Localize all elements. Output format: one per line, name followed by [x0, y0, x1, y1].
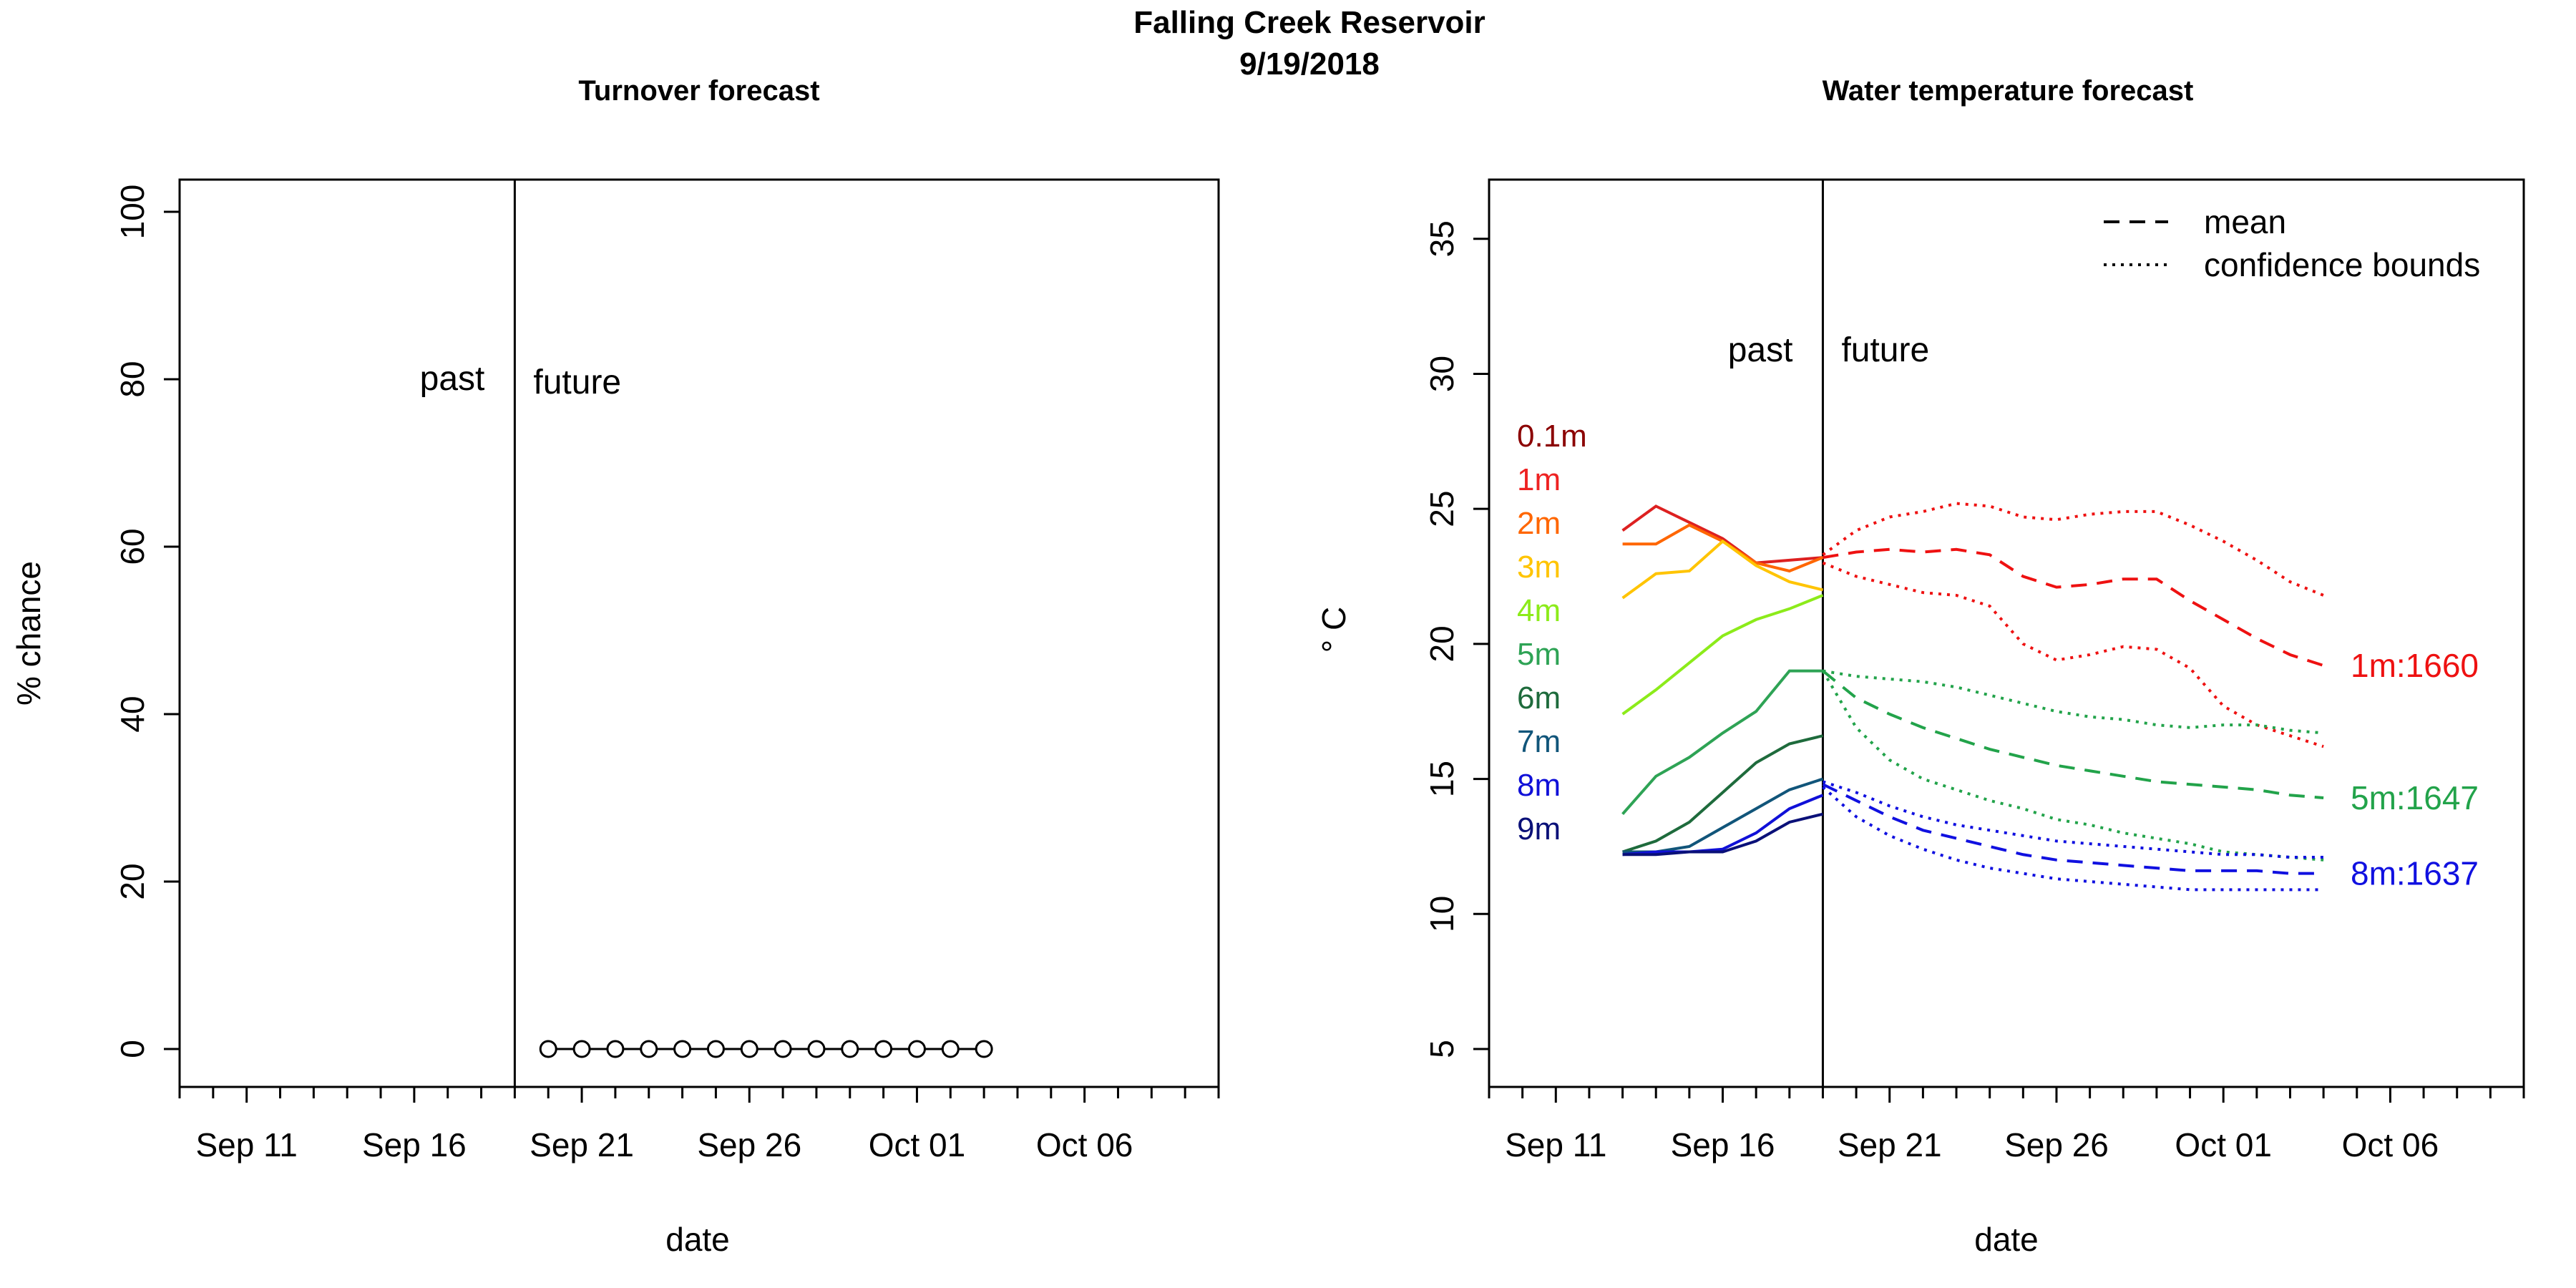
depth-label: 9m — [1517, 811, 1561, 847]
x-tick-label: Oct 06 — [1036, 1126, 1133, 1163]
observed-line-9m — [1622, 812, 1823, 857]
x-tick-label: Sep 21 — [530, 1126, 634, 1163]
y-tick-label: 40 — [114, 696, 151, 732]
data-point — [975, 1040, 993, 1058]
y-tick-label: 10 — [1423, 896, 1460, 932]
turnover-x-axis: Sep 11 Sep 16 Sep 21 Sep 26 Oct 01 Oct 06 — [178, 1087, 1220, 1163]
depth-label: 1m — [1517, 462, 1561, 497]
turnover-title: Turnover forecast — [578, 75, 819, 107]
y-tick-label: 60 — [114, 528, 151, 565]
data-point — [673, 1040, 692, 1058]
temperature-title: Water temperature forecast — [1823, 75, 2194, 107]
forecast-lower-1m — [1822, 561, 2324, 748]
data-point — [572, 1040, 591, 1058]
temperature-panel: Water temperature forecast 5 10 15 20 25 30 35… — [1315, 75, 2525, 1258]
y-tick-label: 5 — [1423, 1040, 1460, 1058]
turnover-plot-frame — [178, 178, 1220, 1088]
depth-labels: 0.1m 1m 2m 3m 4m 5m 6m 7m 8m 9m — [1517, 419, 1587, 847]
forecast-end-label-8m: 8m:1637 — [2351, 855, 2479, 892]
y-tick-label: 15 — [1423, 761, 1460, 797]
data-point — [907, 1040, 926, 1058]
forecast-mean-8m — [1822, 783, 2324, 875]
x-tick-label: Sep 21 — [1838, 1126, 1942, 1163]
x-tick-label: Sep 26 — [697, 1126, 801, 1163]
depth-label: 4m — [1517, 593, 1561, 628]
depth-label: 7m — [1517, 724, 1561, 759]
forecast-mean-5m — [1822, 670, 2324, 799]
y-tick-label: 100 — [114, 185, 151, 240]
forecast-upper-5m — [1823, 669, 2324, 735]
observed-line-6m — [1621, 734, 1823, 854]
observed-line-1m — [1621, 504, 1823, 565]
y-tick-label: 0 — [114, 1040, 151, 1058]
observed-line-2m — [1622, 523, 1824, 573]
forecast-mean-1m — [1823, 547, 2324, 667]
depth-label: 0.1m — [1517, 419, 1587, 454]
legend-mean-label: mean — [2204, 203, 2286, 240]
data-point — [640, 1040, 658, 1058]
turnover-y-axis: 0 20 40 60 80 100 — [114, 185, 180, 1058]
y-tick-label: 80 — [114, 361, 151, 397]
data-point — [874, 1040, 893, 1058]
depth-label: 8m — [1517, 768, 1561, 803]
x-tick-label: Sep 11 — [195, 1126, 297, 1163]
depth-label: 2m — [1517, 506, 1561, 541]
forecast-upper-8m — [1822, 780, 2324, 859]
data-point — [807, 1040, 826, 1058]
forecast-lower-5m — [1821, 670, 2324, 862]
depth-label: 3m — [1517, 550, 1561, 585]
observed-temperature-lines — [1621, 504, 1824, 857]
temperature-y-axis: 5 10 15 20 25 30 35 — [1423, 220, 1489, 1058]
y-tick-label: 20 — [114, 863, 151, 899]
x-tick-label: Oct 06 — [2342, 1126, 2439, 1163]
legend-confidence-label: confidence bounds — [2204, 246, 2480, 283]
forecast-upper-1m — [1822, 502, 2324, 597]
data-point — [941, 1040, 960, 1058]
y-tick-label: 30 — [1423, 356, 1460, 392]
temperature-x-label: date — [1974, 1221, 2039, 1258]
observed-line-8m — [1622, 794, 1824, 857]
temperature-plot-frame — [1488, 178, 2525, 1088]
data-point — [841, 1040, 859, 1058]
observed-line-3m — [1621, 539, 1823, 600]
depth-label: 6m — [1517, 680, 1561, 716]
forecast-temperature-lines — [1821, 502, 2324, 892]
temperature-future-label: future — [1841, 331, 1929, 369]
x-tick-label: Oct 01 — [2175, 1126, 2272, 1163]
forecast-end-label-1m: 1m:1660 — [2351, 647, 2479, 684]
observed-line-5m — [1621, 669, 1823, 815]
forecast-end-label-5m: 5m:1647 — [2351, 779, 2479, 816]
data-point — [606, 1040, 625, 1058]
turnover-future-label: future — [533, 364, 621, 401]
turnover-series-points — [539, 1040, 993, 1058]
x-tick-label: Sep 11 — [1505, 1126, 1606, 1163]
turnover-past-label: past — [420, 360, 485, 398]
turnover-y-label: % chance — [10, 561, 47, 706]
y-tick-label: 35 — [1423, 220, 1460, 257]
x-tick-label: Oct 01 — [869, 1126, 966, 1163]
x-tick-label: Sep 16 — [362, 1126, 467, 1163]
x-tick-label: Sep 26 — [2004, 1126, 2109, 1163]
data-point — [539, 1040, 557, 1058]
y-tick-label: 25 — [1423, 491, 1460, 527]
temperature-y-label: ° C — [1315, 607, 1352, 653]
data-point — [774, 1040, 792, 1058]
turnover-x-label: date — [665, 1221, 730, 1258]
depth-label: 5m — [1517, 637, 1561, 672]
observed-line-4m — [1621, 594, 1824, 716]
forecast-end-labels: 1m:1660 5m:1647 8m:1637 — [2351, 647, 2479, 892]
y-tick-label: 20 — [1423, 625, 1460, 662]
x-tick-label: Sep 16 — [1671, 1126, 1775, 1163]
data-point — [706, 1040, 725, 1058]
figure-title: Falling Creek Reservoir — [1133, 5, 1485, 40]
data-point — [740, 1040, 758, 1058]
legend: mean confidence bounds — [2104, 203, 2480, 283]
forecast-lower-8m — [1822, 786, 2324, 892]
temperature-past-label: past — [1728, 331, 1793, 369]
figure-date: 9/19/2018 — [1239, 47, 1380, 82]
temperature-x-axis: Sep 11 Sep 16 Sep 21 Sep 26 Oct 01 Oct 06 — [1488, 1087, 2525, 1163]
